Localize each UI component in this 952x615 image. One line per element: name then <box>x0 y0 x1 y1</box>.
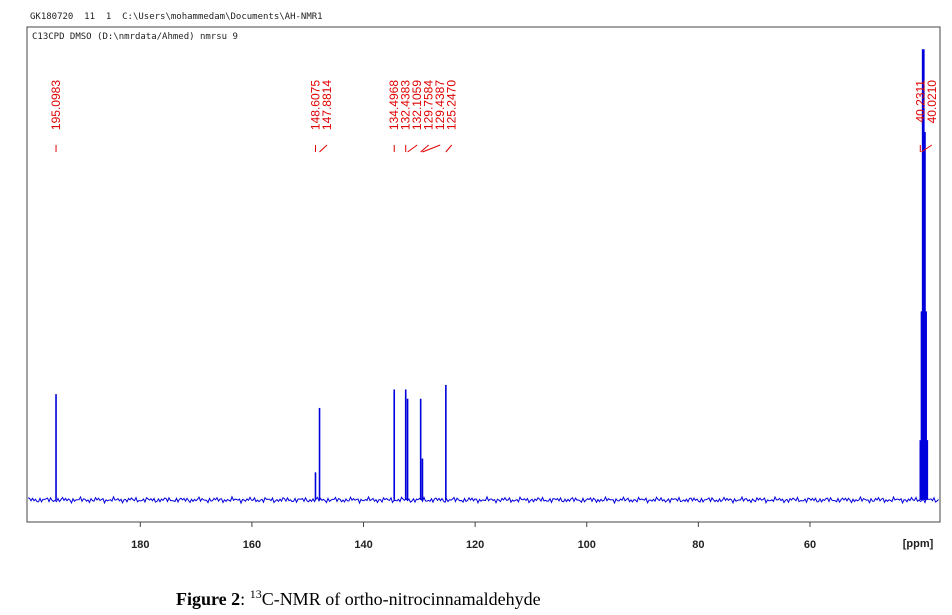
baseline-noise <box>27 495 939 505</box>
x-tick-label: 100 <box>578 539 596 551</box>
caption-label: Figure 2 <box>176 589 240 609</box>
peak-label: 132.4383 <box>399 80 413 130</box>
x-tick-label: 80 <box>692 539 704 551</box>
peak-label: 129.7584 <box>422 80 436 130</box>
label-leader <box>445 144 453 153</box>
peak-label: 40.2311 <box>913 80 927 123</box>
x-tick-label: 160 <box>243 539 261 551</box>
peak-label: 129.4387 <box>433 80 447 130</box>
caption-sup: 13 <box>250 587 262 601</box>
header-line: C13CPD DMSO (D:\nmrdata/Ahmed) nmrsu 9 <box>32 32 238 42</box>
plot-frame <box>26 26 941 523</box>
peak-label: 132.1059 <box>410 80 424 130</box>
peak-label: 40.0210 <box>925 80 939 124</box>
x-tick-label: 180 <box>131 539 149 551</box>
x-tick-label: 60 <box>804 539 816 551</box>
peak-label: 147.8814 <box>320 80 334 130</box>
peak-label: 125.2470 <box>445 80 459 130</box>
peak-label: 134.4968 <box>387 80 401 130</box>
label-leader <box>420 144 430 153</box>
x-axis-label: [ppm] <box>903 538 934 550</box>
header-line: GK180720 11 1 C:\Users\mohammedam\Docume… <box>30 12 323 22</box>
x-tick-label: 140 <box>354 539 372 551</box>
caption-sep: : <box>240 589 250 609</box>
label-leader <box>921 144 933 153</box>
x-tick-label: 120 <box>466 539 484 551</box>
caption-text: C-NMR of ortho-nitrocinnamaldehyde <box>262 589 541 609</box>
peak-label: 195.0983 <box>49 80 63 130</box>
peak-label: 148.6075 <box>308 80 322 130</box>
caption: Figure 2: 13C-NMR of ortho-nitrocinnamal… <box>176 587 541 609</box>
label-leader <box>319 144 328 153</box>
label-leader <box>407 144 418 153</box>
label-leader <box>422 144 441 153</box>
